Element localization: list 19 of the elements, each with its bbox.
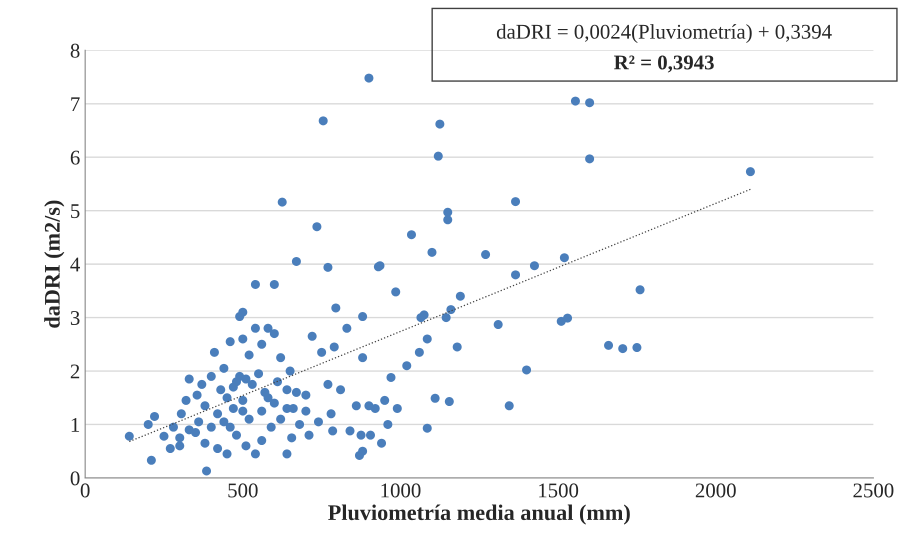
x-tick-label: 500 — [228, 483, 258, 498]
x-tick-label: 2000 — [696, 483, 736, 498]
x-tick-label: 1000 — [381, 483, 420, 498]
annotation: R² = 0,3943 — [614, 55, 714, 73]
y-tick-label: 0 — [70, 471, 80, 486]
x-axis-title: Pluviometría media anual (mm) — [328, 504, 630, 525]
x-tick-label: 1500 — [539, 483, 578, 498]
y-tick-label: 6 — [70, 150, 80, 165]
x-tick-label: 0 — [80, 483, 90, 498]
y-tick-label: 5 — [71, 204, 80, 218]
x-tick-label: 2500 — [853, 483, 894, 498]
y-tick-label: 8 — [70, 44, 80, 58]
y-tick-label: 1 — [72, 418, 80, 432]
y-tick-label: 2 — [70, 364, 80, 378]
y-tick-label: 4 — [70, 258, 80, 272]
y-tick-label: 3 — [70, 311, 80, 326]
y-axis-title: daDRI (m2/s) — [44, 200, 64, 328]
text: daDRI = 0,0024(Pluviometría) + 0,3394 — [496, 24, 832, 43]
y-tick-label: 7 — [71, 97, 80, 111]
